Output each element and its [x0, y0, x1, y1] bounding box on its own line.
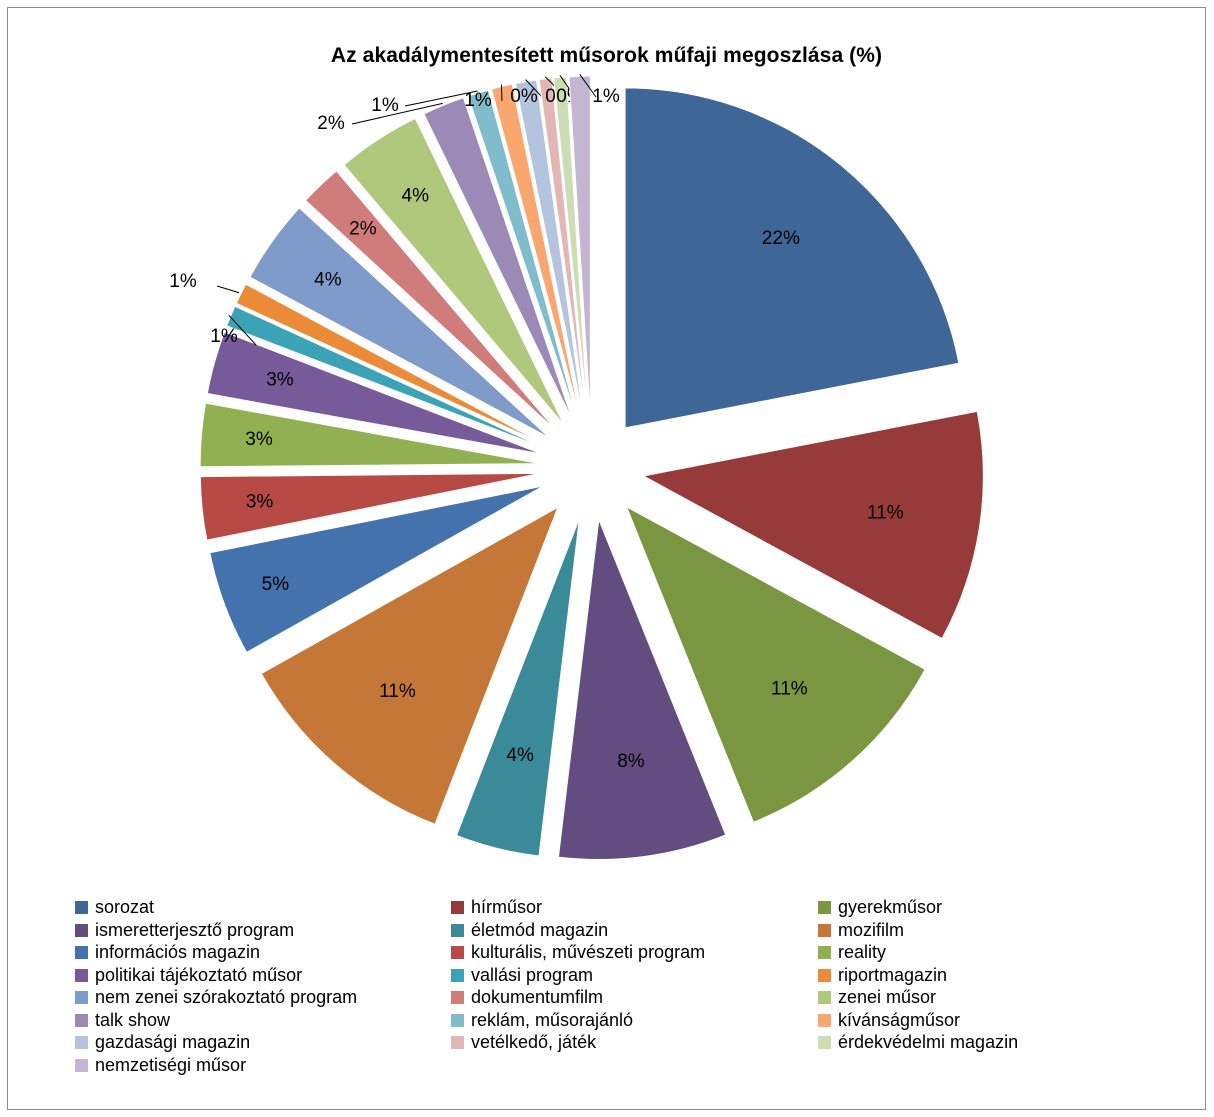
pie-slice-20: [538, 77, 587, 417]
legend-swatch: [451, 901, 464, 914]
legend-label: reklám, műsorajánló: [471, 1009, 634, 1030]
pie-slice-15: [343, 117, 565, 425]
slice-label-2: 11%: [867, 502, 904, 523]
legend-label: vallási program: [471, 964, 594, 985]
slice-label-10: 3%: [266, 370, 294, 391]
pie-slice-3: [625, 505, 926, 823]
slice-label-14: 2%: [349, 218, 377, 239]
legend-swatch: [75, 1013, 88, 1027]
legend-swatch: [75, 1058, 88, 1072]
legend-swatch: [818, 991, 831, 1004]
leader-line-22: [579, 73, 597, 98]
legend-swatch: [75, 923, 88, 937]
legend-swatch: [451, 1013, 464, 1027]
slice-label-9: 3%: [245, 429, 273, 450]
slice-label-18: 1%: [464, 90, 492, 111]
slice-label-7: 5%: [262, 574, 290, 595]
pie-slice-13: [249, 207, 550, 439]
legend-label: hírműsor: [471, 897, 543, 917]
legend-label: sorozat: [95, 897, 155, 917]
slice-label-13: 4%: [314, 269, 342, 290]
slice-label-11: 1%: [210, 326, 238, 347]
legend-label: riportmagazin: [838, 964, 948, 985]
pie-slice-19: [514, 79, 584, 417]
legend-swatch: [818, 901, 831, 914]
legend-label: nemzetiségi műsor: [95, 1054, 247, 1075]
pie-slice-16: [423, 97, 573, 421]
chart-title: Az akadálymentesített műsorok műfaji meg…: [330, 44, 883, 67]
pie-slice-1: [624, 87, 960, 429]
pie-slice-7: [209, 485, 544, 654]
legend-label: kívánságműsor: [838, 1009, 961, 1030]
legend-label: gazdasági magazin: [95, 1032, 251, 1052]
pie-slice-4: [557, 519, 727, 861]
legend-swatch: [451, 1036, 464, 1049]
legend-label: életmód magazin: [471, 919, 609, 940]
slice-label-8: 3%: [246, 492, 274, 513]
pie-slice-5: [455, 518, 580, 857]
legend-label: nem zenei szórakoztató program: [95, 987, 358, 1007]
pie-slice-11: [226, 305, 545, 449]
legend-swatch: [75, 901, 88, 914]
slice-label-19: 0%: [510, 86, 538, 107]
pie-slice-17: [467, 89, 578, 419]
legend-label: politikai tájékoztató műsor: [95, 964, 303, 985]
slice-label-12: 1%: [169, 271, 197, 292]
legend-label: információs magazin: [95, 942, 261, 962]
legend-label: zenei műsor: [838, 987, 937, 1007]
legend-swatch: [451, 991, 464, 1004]
legend-swatch: [451, 968, 464, 982]
slice-label-15: 4%: [402, 185, 430, 206]
legend-label: ismeretterjesztő program: [95, 919, 295, 940]
legend-swatch: [75, 1036, 88, 1049]
legend-swatch: [451, 946, 464, 959]
legend-swatch: [818, 1036, 831, 1049]
leader-line-12: [216, 285, 240, 294]
legend-swatch: [75, 946, 88, 959]
slice-label-22: 1%: [592, 86, 620, 107]
pie-slice-8: [199, 472, 541, 541]
legend-swatch: [818, 968, 831, 982]
legend-label: érdekvédelmi magazin: [838, 1032, 1019, 1052]
pie-slice-21: [553, 76, 589, 417]
pie-slice-12: [235, 283, 546, 446]
legend-label: talk show: [95, 1009, 171, 1030]
slice-label-1: 22%: [762, 228, 800, 249]
slice-label-17: 1%: [371, 95, 399, 116]
leader-line-19: [525, 79, 543, 98]
leader-line-11: [228, 314, 257, 346]
pie-slice-6: [260, 506, 559, 825]
legend-swatch: [818, 946, 831, 959]
legend-label: dokumentumfilm: [471, 987, 604, 1007]
legend-label: mozifilm: [838, 919, 904, 940]
leader-line-16: [351, 102, 443, 125]
legend-label: vetélkedő, játék: [471, 1032, 597, 1052]
legend-swatch: [75, 991, 88, 1004]
leader-line-18: [500, 84, 503, 102]
slice-label-6: 11%: [379, 681, 416, 702]
legend-swatch: [818, 1013, 831, 1027]
legend-swatch: [818, 923, 831, 937]
pie-slice-10: [206, 331, 543, 455]
slice-label-5: 4%: [506, 745, 534, 766]
legend-swatch: [75, 968, 88, 982]
slice-label-3: 11%: [771, 679, 808, 700]
legend-label: reality: [838, 942, 887, 962]
pie-slice-14: [304, 170, 557, 431]
pie-slice-22: [568, 75, 591, 417]
slice-label-4: 8%: [617, 751, 645, 772]
leader-line-17: [404, 90, 478, 107]
slice-label-16: 2%: [317, 113, 345, 134]
legend-label: gyerekműsor: [838, 897, 943, 917]
pie-slice-2: [641, 410, 984, 640]
legend-label: kulturális, művészeti program: [471, 942, 706, 962]
legend-swatch: [451, 923, 464, 937]
pie-slice-9: [199, 402, 541, 468]
